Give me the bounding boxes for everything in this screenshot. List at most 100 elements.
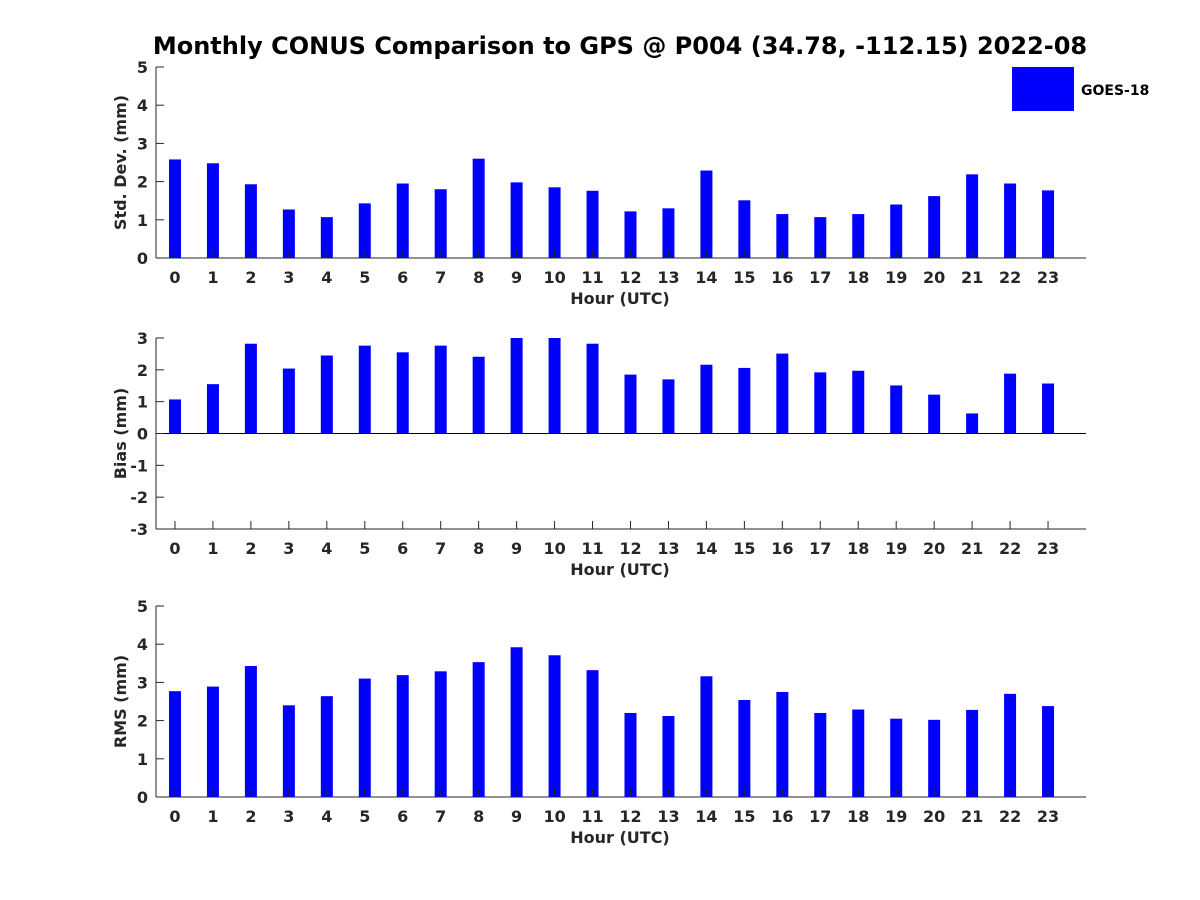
- bias-bar-hour-3: [282, 368, 295, 434]
- rms-bar-hour-3: [282, 705, 295, 797]
- bias-x-tick-label: 9: [511, 539, 522, 558]
- rms-y-tick-label: 1: [137, 750, 148, 769]
- rms-x-tick-label: 23: [1037, 807, 1059, 826]
- std-dev-bar-hour-9: [510, 182, 523, 258]
- std-dev-bar-hour-16: [776, 214, 789, 258]
- bias-bar-hour-6: [396, 352, 409, 434]
- rms-bar-hour-14: [700, 676, 713, 797]
- std-dev-bar-hour-21: [966, 174, 979, 258]
- std-dev-x-tick-label: 11: [581, 268, 603, 287]
- std-dev-y-tick-label: 0: [137, 249, 148, 268]
- std-dev-x-tick-label: 14: [695, 268, 717, 287]
- bias-bar-hour-1: [206, 384, 219, 434]
- rms-bar-hour-17: [814, 712, 827, 797]
- rms-x-tick-label: 7: [435, 807, 446, 826]
- std-dev-bar-hour-6: [396, 183, 409, 258]
- chart-title: Monthly CONUS Comparison to GPS @ P004 (…: [153, 32, 1087, 60]
- bias-x-tick-label: 4: [321, 539, 332, 558]
- std-dev-x-tick-label: 6: [397, 268, 408, 287]
- bias-bar-hour-5: [358, 345, 371, 434]
- legend-swatch-goes-18: [1012, 67, 1074, 111]
- std-dev-bar-hour-5: [358, 203, 371, 258]
- bias-x-tick-label: 17: [809, 539, 831, 558]
- rms-x-tick-label: 19: [885, 807, 907, 826]
- rms-bar-hour-2: [244, 665, 257, 797]
- rms-bar-hour-6: [396, 675, 409, 797]
- bias-y-tick-label: 1: [137, 393, 148, 412]
- std-dev-bar-hour-13: [662, 208, 675, 258]
- bias-x-tick-label: 18: [847, 539, 869, 558]
- std-dev-bar-hour-3: [282, 209, 295, 258]
- bias-x-tick-label: 2: [245, 539, 256, 558]
- std-dev-bar-hour-8: [472, 158, 485, 258]
- bias-y-tick-label: 3: [137, 329, 148, 348]
- std-dev-y-tick-label: 5: [137, 58, 148, 77]
- bias-x-tick-label: 1: [207, 539, 218, 558]
- std-dev-bar-hour-2: [244, 184, 257, 258]
- std-dev-x-tick-label: 20: [923, 268, 945, 287]
- bias-y-tick-label: 0: [137, 425, 148, 444]
- std-dev-x-tick-label: 21: [961, 268, 983, 287]
- bias-bar-hour-16: [776, 353, 789, 434]
- bias-x-tick-label: 15: [733, 539, 755, 558]
- rms-x-tick-label: 14: [695, 807, 717, 826]
- bias-y-tick-label: 2: [137, 361, 148, 380]
- bias-x-tick-label: 21: [961, 539, 983, 558]
- bias-bar-hour-11: [586, 343, 599, 434]
- std-dev-x-tick-label: 8: [473, 268, 484, 287]
- std-dev-x-tick-label: 13: [657, 268, 679, 287]
- std-dev-bar-hour-10: [548, 187, 561, 258]
- bias-bar-hour-8: [472, 356, 485, 434]
- bias-x-tick-label: 13: [657, 539, 679, 558]
- bias-bar-hour-10: [548, 338, 561, 434]
- std-dev-bar-hour-11: [586, 190, 599, 258]
- std-dev-y-tick-label: 3: [137, 134, 148, 153]
- rms-bar-hour-10: [548, 655, 561, 797]
- std-dev-x-tick-label: 3: [283, 268, 294, 287]
- rms-x-tick-label: 3: [283, 807, 294, 826]
- bias-bar-hour-21: [966, 413, 979, 434]
- std-dev-x-tick-label: 23: [1037, 268, 1059, 287]
- bias-bar-hour-19: [890, 385, 903, 434]
- bias-y-tick-label: -1: [130, 456, 148, 475]
- std-dev-bar-hour-12: [624, 211, 637, 258]
- rms-x-tick-label: 21: [961, 807, 983, 826]
- rms-bar-hour-11: [586, 670, 599, 797]
- rms-bar-hour-12: [624, 712, 637, 797]
- rms-x-tick-label: 6: [397, 807, 408, 826]
- bias-y-tick-label: -3: [130, 520, 148, 539]
- bias-x-tick-label: 6: [397, 539, 408, 558]
- rms-bar-hour-23: [1042, 706, 1055, 797]
- legend-label-goes-18: GOES-18: [1081, 83, 1149, 99]
- bias-x-tick-label: 14: [695, 539, 717, 558]
- bias-x-tick-label: 3: [283, 539, 294, 558]
- bias-x-tick-label: 23: [1037, 539, 1059, 558]
- rms-bar-hour-0: [168, 691, 181, 797]
- rms-bar-hour-9: [510, 647, 523, 797]
- bias-bar-hour-17: [814, 372, 827, 434]
- bias-x-tick-label: 19: [885, 539, 907, 558]
- rms-bar-hour-15: [738, 699, 751, 797]
- std-dev-bar-hour-7: [434, 189, 447, 258]
- rms-x-tick-label: 12: [619, 807, 641, 826]
- rms-x-tick-label: 5: [359, 807, 370, 826]
- std-dev-bar-hour-20: [928, 196, 941, 258]
- rms-y-tick-label: 4: [137, 635, 148, 654]
- std-dev-bar-hour-0: [168, 159, 181, 258]
- rms-x-tick-label: 15: [733, 807, 755, 826]
- bias-bar-hour-13: [662, 379, 675, 434]
- std-dev-bar-hour-14: [700, 170, 713, 258]
- rms-x-tick-label: 0: [169, 807, 180, 826]
- std-dev-bar-hour-22: [1004, 183, 1017, 258]
- std-dev-x-axis-label: Hour (UTC): [570, 289, 670, 308]
- rms-bar-hour-13: [662, 716, 675, 797]
- bias-x-tick-label: 16: [771, 539, 793, 558]
- std-dev-x-tick-label: 4: [321, 268, 332, 287]
- rms-bar-hour-16: [776, 691, 789, 797]
- rms-x-axis-label: Hour (UTC): [570, 828, 670, 847]
- rms-bar-hour-18: [852, 709, 865, 797]
- bias-x-tick-label: 8: [473, 539, 484, 558]
- rms-bar-hour-19: [890, 718, 903, 797]
- rms-x-tick-label: 8: [473, 807, 484, 826]
